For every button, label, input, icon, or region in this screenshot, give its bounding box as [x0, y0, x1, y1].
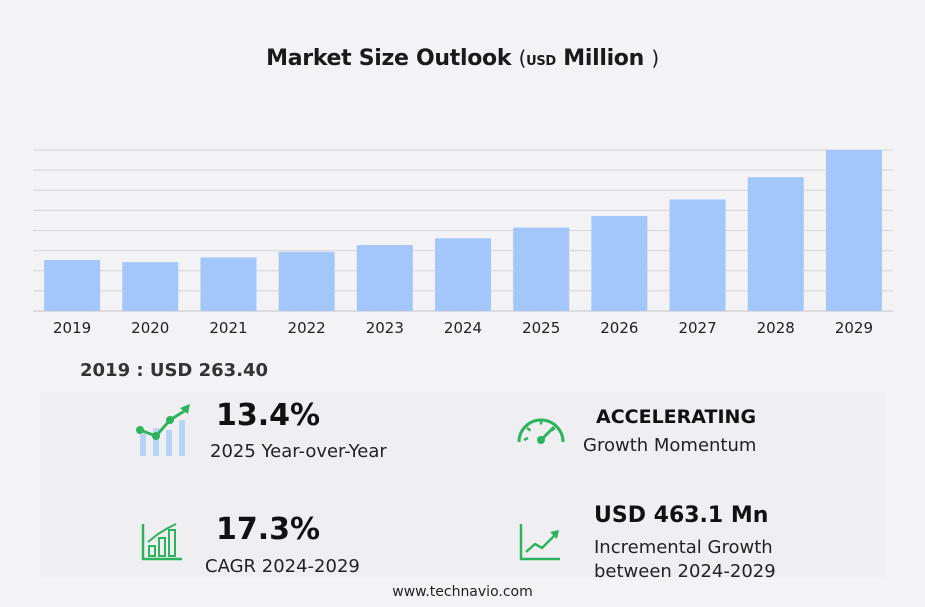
- cagr-label: CAGR 2024-2029: [205, 556, 360, 577]
- bar-2025: [513, 227, 570, 311]
- bar-chart: 2019 2020 2021 2022 2023 2024 2025 2026 2027 2028…: [33, 149, 893, 337]
- momentum-value: ACCELERATING: [596, 406, 757, 428]
- x-tick-label-2019: 2019: [53, 319, 91, 337]
- footer-site: www.technavio.com: [392, 584, 533, 600]
- x-tick-label-2024: 2024: [444, 319, 482, 337]
- x-tick-label-2028: 2028: [757, 319, 795, 337]
- bar-2021: [200, 257, 257, 311]
- bar-2027: [669, 199, 726, 311]
- x-tick-label-2027: 2027: [678, 319, 716, 337]
- trend-line-icon: [519, 524, 560, 561]
- momentum-label: Growth Momentum: [583, 435, 757, 456]
- bar-2019: [44, 259, 101, 311]
- bar-graph-icon: [141, 523, 182, 561]
- bar-2026: [591, 215, 648, 311]
- growth-chart-icon: [136, 404, 190, 456]
- bars: [44, 150, 882, 311]
- base-year-value: 2019 : USD 263.40: [80, 360, 269, 381]
- bar-2029: [825, 150, 882, 311]
- x-tick-label-2029: 2029: [835, 319, 873, 337]
- x-tick-label-2020: 2020: [131, 319, 169, 337]
- title-unit: Million: [563, 46, 644, 71]
- x-tick-label-2026: 2026: [600, 319, 638, 337]
- x-tick-label-2025: 2025: [522, 319, 560, 337]
- incremental-label-2: between 2024-2029: [594, 561, 776, 582]
- x-axis-labels: 2019 2020 2021 2022 2023 2024 2025 2026 2027 2028…: [53, 319, 873, 337]
- cagr-value: 17.3%: [216, 512, 321, 547]
- yoy-label: 2025 Year-over-Year: [210, 441, 387, 462]
- x-tick-label-2022: 2022: [288, 319, 326, 337]
- yoy-value: 13.4%: [216, 398, 321, 433]
- bar-2023: [356, 245, 413, 311]
- speedometer-icon: [517, 418, 565, 444]
- incremental-value: USD 463.1 Mn: [594, 503, 769, 528]
- bar-2024: [435, 238, 491, 311]
- bar-2028: [747, 177, 804, 311]
- incremental-label-1: Incremental Growth: [594, 537, 773, 558]
- title-paren-open: (: [518, 46, 527, 70]
- bar-2020: [122, 262, 179, 311]
- title-unit-prefix: USD: [526, 54, 556, 69]
- chart-title: Market Size Outlook (USD Million ): [0, 46, 925, 71]
- title-paren-close: ): [651, 46, 659, 70]
- title-main: Market Size Outlook: [266, 46, 512, 71]
- x-tick-label-2023: 2023: [366, 319, 404, 337]
- bar-2022: [278, 251, 335, 311]
- x-tick-label-2021: 2021: [209, 319, 247, 337]
